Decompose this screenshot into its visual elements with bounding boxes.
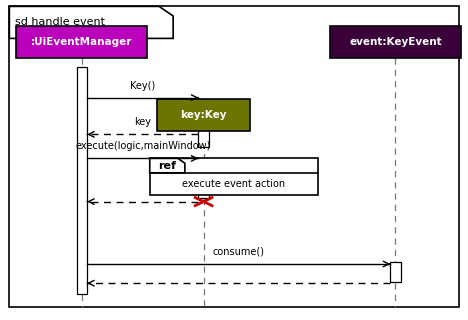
Bar — [16, 26, 147, 58]
Text: key: key — [134, 117, 151, 127]
Bar — [77, 67, 87, 294]
Polygon shape — [9, 6, 173, 38]
Polygon shape — [150, 158, 185, 173]
Bar — [198, 99, 209, 147]
Text: execute event action: execute event action — [183, 179, 285, 189]
Bar — [330, 26, 461, 58]
Text: ref: ref — [158, 161, 176, 171]
Text: Key(): Key() — [130, 81, 155, 91]
Text: consume(): consume() — [212, 247, 265, 257]
Text: :UiEventManager: :UiEventManager — [31, 36, 132, 47]
Text: execute(logic,mainWindow): execute(logic,mainWindow) — [75, 141, 211, 151]
Bar — [150, 158, 318, 195]
Bar — [198, 160, 209, 198]
Bar — [390, 262, 401, 282]
Text: sd handle event: sd handle event — [15, 17, 105, 28]
Text: event:KeyEvent: event:KeyEvent — [349, 36, 442, 47]
Bar — [157, 99, 250, 131]
Text: key:Key: key:Key — [180, 110, 227, 120]
